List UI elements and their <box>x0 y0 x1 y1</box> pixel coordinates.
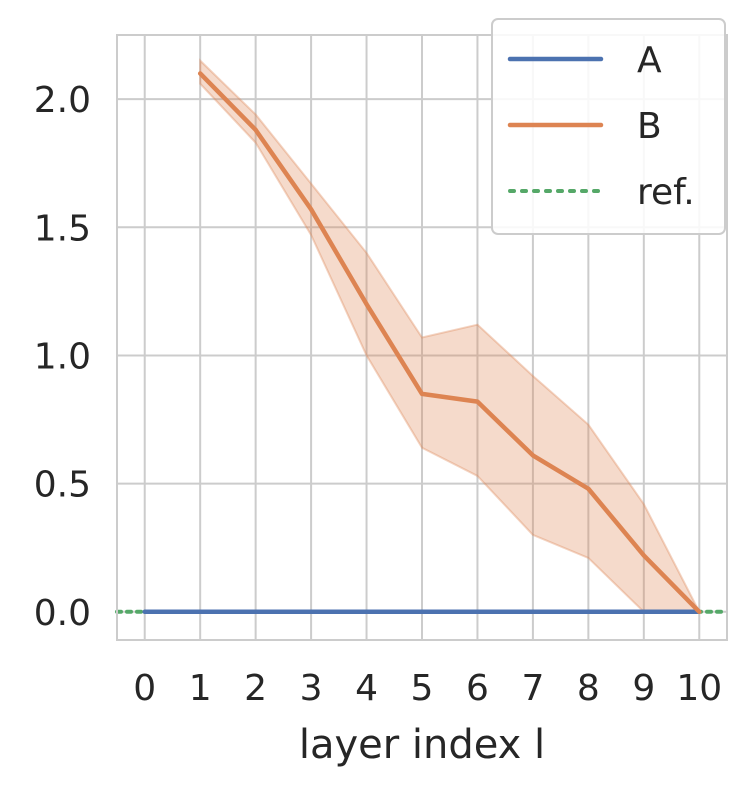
x-tick-label: 8 <box>577 668 600 709</box>
x-tick-label: 5 <box>411 668 434 709</box>
legend-label: ref. <box>637 172 695 213</box>
x-tick-label: 3 <box>300 668 323 709</box>
x-tick-label: 0 <box>133 668 156 709</box>
y-tick-labels: 0.0 0.5 1.0 1.5 2.0 <box>34 80 91 634</box>
x-tick-label: 10 <box>676 668 722 709</box>
legend-box <box>491 18 726 235</box>
y-tick-label: 0.0 <box>34 593 91 634</box>
series-lines <box>115 71 729 615</box>
x-tick-label: 2 <box>244 668 267 709</box>
x-tick-labels: 0 1 2 3 4 5 6 7 8 9 10 <box>133 668 722 709</box>
x-axis-label: layer index l <box>299 722 545 768</box>
x-tick-label: 9 <box>632 668 655 709</box>
legend-label: A <box>637 40 662 81</box>
series-line-B <box>197 71 702 615</box>
plot-frame <box>116 34 728 641</box>
x-tick-label: 6 <box>466 668 489 709</box>
legend-label: B <box>637 106 662 147</box>
x-tick-label: 1 <box>189 668 212 709</box>
x-tick-label: 4 <box>355 668 378 709</box>
y-tick-label: 1.0 <box>34 336 91 377</box>
y-tick-label: 2.0 <box>34 80 91 121</box>
x-tick-label: 7 <box>521 668 544 709</box>
y-tick-label: 0.5 <box>34 465 91 506</box>
y-tick-label: 1.5 <box>34 208 91 249</box>
